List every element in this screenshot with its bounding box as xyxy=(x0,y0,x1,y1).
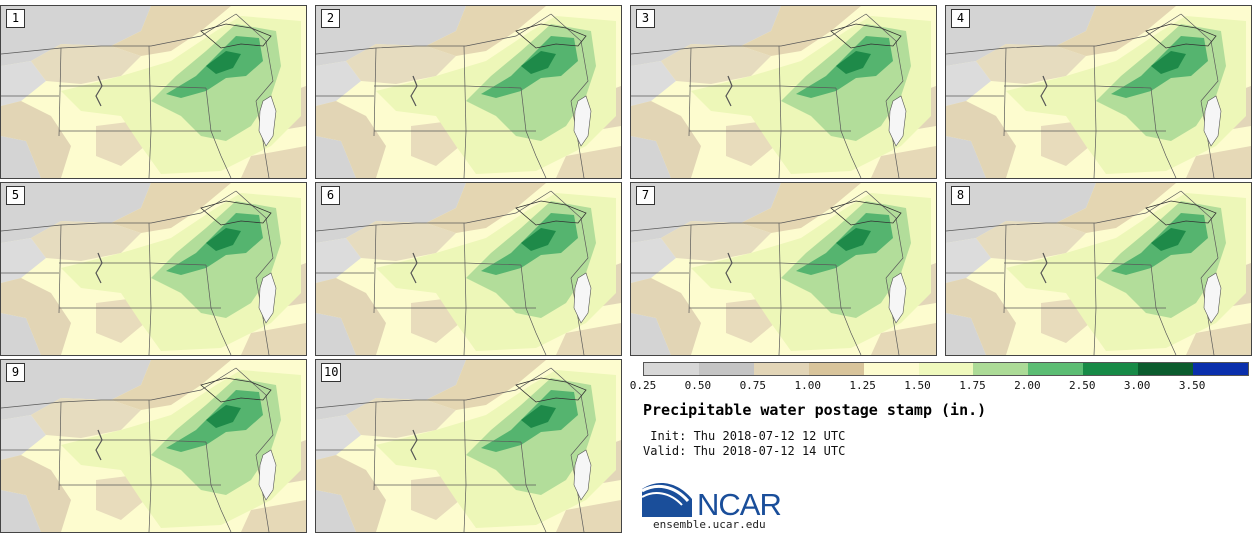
map xyxy=(946,183,1251,355)
member-label: 5 xyxy=(6,186,25,205)
ensemble-panel: 4 xyxy=(945,5,1252,179)
legend-swatch xyxy=(863,363,919,375)
ensemble-panel: 3 xyxy=(630,5,937,179)
legend-swatch xyxy=(808,363,864,375)
member-label: 7 xyxy=(636,186,655,205)
ensemble-panel: 8 xyxy=(945,182,1252,356)
ncar-logo-icon xyxy=(642,483,692,517)
map xyxy=(316,183,621,355)
map xyxy=(316,6,621,178)
legend-tick-label: 0.25 xyxy=(629,379,657,392)
legend-swatch xyxy=(1193,363,1248,375)
ensemble-panel: 10 xyxy=(315,359,622,533)
legend-swatch xyxy=(1028,363,1084,375)
map xyxy=(1,183,306,355)
legend-swatch xyxy=(698,363,754,375)
ensemble-panel: 2 xyxy=(315,5,622,179)
map xyxy=(1,6,306,178)
logo-wordmark: NCAR xyxy=(697,487,782,522)
member-label: 2 xyxy=(321,9,340,28)
legend-swatch xyxy=(753,363,809,375)
ensemble-panel: 7 xyxy=(630,182,937,356)
member-label: 3 xyxy=(636,9,655,28)
legend-tick-label: 1.75 xyxy=(959,379,986,392)
map xyxy=(1,360,306,532)
member-label: 1 xyxy=(6,9,25,28)
legend-swatch xyxy=(1083,363,1139,375)
legend-tick-label: 2.00 xyxy=(1014,379,1041,392)
member-label: 8 xyxy=(951,186,970,205)
legend-tick-label: 3.50 xyxy=(1178,379,1206,392)
valid-time: Valid: Thu 2018-07-12 14 UTC xyxy=(643,444,846,458)
ensemble-panel: 6 xyxy=(315,182,622,356)
map xyxy=(631,183,936,355)
legend-swatch xyxy=(973,363,1029,375)
map xyxy=(946,6,1251,178)
map xyxy=(631,6,936,178)
legend-swatch xyxy=(1138,363,1194,375)
legend-tick-label: 2.50 xyxy=(1069,379,1096,392)
legend-swatch xyxy=(644,363,699,375)
init-time: Init: Thu 2018-07-12 12 UTC xyxy=(643,429,846,443)
legend-swatch xyxy=(918,363,974,375)
ensemble-panel: 5 xyxy=(0,182,307,356)
color-legend-bar xyxy=(643,362,1249,376)
legend-tick-label: 1.00 xyxy=(794,379,821,392)
legend-tick-label: 1.25 xyxy=(849,379,876,392)
member-label: 10 xyxy=(321,363,342,382)
legend-tick-label: 3.00 xyxy=(1123,379,1151,392)
member-label: 9 xyxy=(6,363,25,382)
legend-tick-label: 0.50 xyxy=(684,379,712,392)
member-label: 6 xyxy=(321,186,340,205)
member-label: 4 xyxy=(951,9,970,28)
ensemble-panel: 9 xyxy=(0,359,307,533)
legend-tick-label: 1.50 xyxy=(904,379,931,392)
color-legend-ticks: 0.25 0.50 0.75 1.00 1.25 1.50 1.75 2.00 2.50 3.00… xyxy=(630,379,1260,393)
page-title: Precipitable water postage stamp (in.) xyxy=(643,401,987,419)
map xyxy=(316,360,621,532)
legend-tick-label: 0.75 xyxy=(739,379,767,392)
website-link[interactable]: ensemble.ucar.edu xyxy=(653,518,766,531)
ensemble-panel: 1 xyxy=(0,5,307,179)
